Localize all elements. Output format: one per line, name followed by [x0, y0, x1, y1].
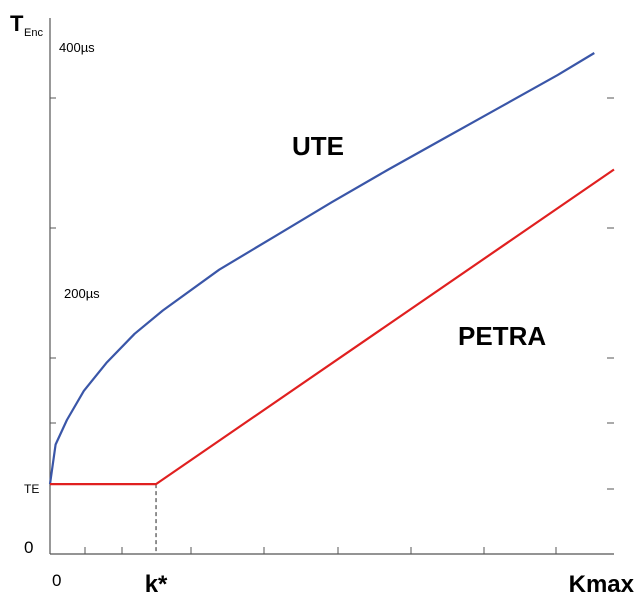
x-axis-label: Kmax — [569, 571, 635, 595]
y-tick-label-0: 0 — [24, 538, 33, 557]
x-tick-label-0: 0 — [52, 571, 61, 590]
x-tick-label-kstar: k* — [145, 571, 168, 595]
series-line-ute — [48, 52, 595, 485]
y-tick-label-200: 200µs — [64, 286, 100, 301]
series-line-petra — [50, 168, 615, 486]
series-label-petra: PETRA — [458, 321, 546, 351]
labels: T Enc 400µs 200µs TE 00 k* Kmax UTE PETRA — [10, 11, 635, 595]
y-tick-label-400: 400µs — [59, 40, 95, 55]
series-label-ute: UTE — [292, 131, 344, 161]
axes — [49, 18, 614, 555]
y-tick-label-60: TE — [24, 482, 39, 496]
series-layer — [48, 52, 615, 486]
y-axis-title: T — [10, 11, 24, 36]
ticks — [50, 97, 614, 554]
y-axis-title-subscript: Enc — [24, 27, 43, 39]
